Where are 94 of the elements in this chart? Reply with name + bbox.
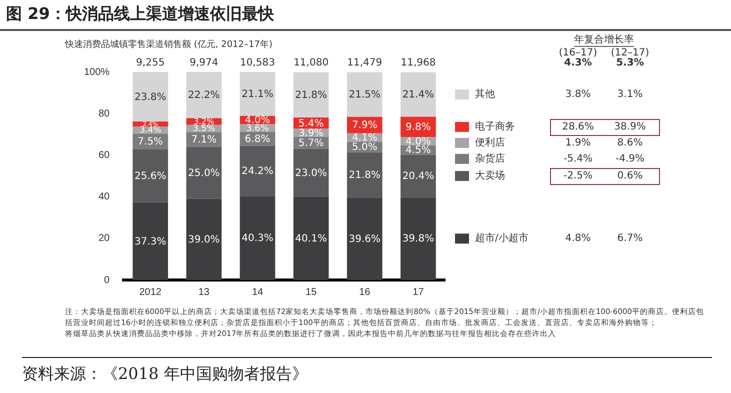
bar [240,72,276,116]
text: 8.6% [617,138,643,149]
legend-label: 超市/小超市 [475,232,528,244]
data-label: 24.2% [242,166,274,178]
data-label: 9.8% [406,122,431,134]
text: 4.3% [564,58,592,69]
x-tick-label: 15 [306,286,318,298]
data-label: 21.1% [242,89,274,100]
bar [293,148,329,197]
data-label: 7.1% [191,134,217,146]
text: 9,974 [190,58,218,69]
bar [186,198,222,280]
data-label: 3.9% [298,128,324,139]
bar [400,154,436,198]
text: 3.8% [565,89,591,100]
bar [186,146,222,199]
data-label: 40.3% [242,233,274,244]
text: (16–17) [558,48,598,59]
y-tick-label: 60 [98,150,110,161]
data-label: 22.2% [188,90,220,102]
data-label: 37.3% [134,236,166,248]
data-label: 39.0% [188,234,220,246]
text: 6.7% [617,233,643,244]
data-label: 6.8% [244,134,270,145]
bar [400,72,436,117]
data-label: 39.6% [348,234,381,245]
bar [346,198,382,280]
data-label: 23.0% [295,168,327,179]
text: 年复合增长率 [574,34,634,46]
data-label: 5.7% [298,138,324,149]
data-label: 7.9% [352,120,378,132]
text: -2.5% [563,170,593,182]
text: 资料来源：《2018 年中国购物者报告》 [22,364,308,385]
data-label: 21.4% [402,90,434,101]
x-tick-label: 16 [359,286,371,298]
data-label: 7.5% [138,136,164,148]
text: 11,080 [294,58,329,69]
x-tick-label: 14 [252,286,264,298]
y-tick-label: 100% [84,66,110,78]
data-label: 25.0% [188,168,220,179]
legend-label: 电子商务 [475,120,515,133]
y-tick-label: 0 [104,274,110,286]
bar [240,146,276,196]
bar [400,197,436,280]
legend-label: 杂货店 [475,152,505,165]
legend-label: 便利店 [475,136,505,149]
bar [132,202,168,280]
bar [132,149,168,202]
text: 10,583 [240,58,276,69]
x-tick-label: 17 [412,286,424,298]
bar [186,72,222,118]
data-label: 21.8% [295,90,327,101]
data-label: 20.4% [402,171,434,182]
text: 38.9% [614,122,646,133]
y-tick-label: 80 [98,108,110,120]
data-label: 5.0% [352,142,378,154]
text: 11,968 [400,58,436,69]
data-label: 3.4% [140,124,162,135]
bar [346,72,382,117]
data-label: 3.6% [246,124,270,134]
legend-label: 大卖场 [475,170,505,182]
y-tick-label: 20 [98,233,110,244]
data-label: 3.5% [192,124,216,134]
text: 4.8% [565,233,591,244]
text: (12–17) [610,48,650,59]
data-label: 21.5% [348,90,381,101]
legend-label: 其他 [475,88,495,100]
x-tick-label: 13 [198,286,210,298]
text: -4.9% [615,154,645,165]
data-label: 23.8% [134,92,166,103]
x-tick-label: 2012 [139,286,162,298]
bar [293,196,329,280]
text: 5.3% [616,58,644,69]
data-label: 4.1% [352,132,378,144]
data-label: 4.5% [406,145,431,156]
chart-subtitle: 快速消费品城镇零售渠道销售额 (亿元, 2012–17年) [65,38,272,51]
chart-title: 图 29：快消品线上渠道增速依旧最快 [6,4,274,25]
bar [240,196,276,280]
text: 9,255 [136,58,165,69]
data-label: 21.8% [348,170,381,182]
text: 1.9% [565,138,591,149]
text: 0.6% [617,170,643,182]
bar [346,152,382,198]
data-label: 25.6% [134,170,166,182]
bar [293,72,329,118]
text: -5.4% [563,154,593,165]
data-label: 39.8% [402,234,434,245]
text: 28.6% [562,122,594,133]
y-tick-label: 40 [98,192,110,203]
text: 3.1% [617,89,643,100]
data-label: 40.1% [295,233,327,244]
bar [132,72,168,122]
text: 11,479 [347,58,382,69]
data-label: 5.4% [298,118,324,130]
